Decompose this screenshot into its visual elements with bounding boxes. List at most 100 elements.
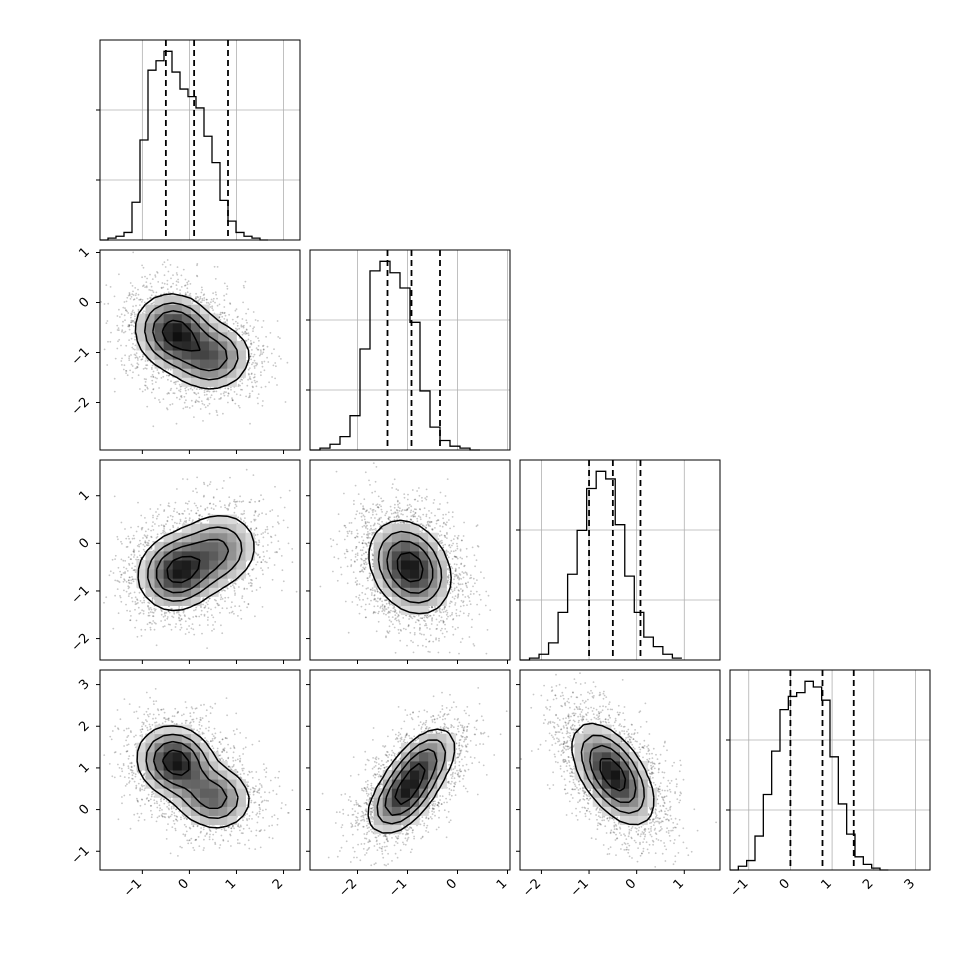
scatter-dot bbox=[247, 368, 250, 371]
scatter-dot bbox=[221, 315, 224, 318]
scatter-dot bbox=[196, 275, 199, 278]
scatter-dot bbox=[261, 353, 264, 355]
scatter-dot bbox=[203, 481, 205, 484]
scatter-dot bbox=[173, 611, 175, 613]
scatter-dot bbox=[134, 596, 137, 599]
density-cell bbox=[200, 359, 210, 369]
scatter-dot bbox=[249, 422, 251, 425]
scatter-dot bbox=[241, 331, 244, 333]
scatter-dot bbox=[166, 259, 169, 261]
scatter-dot bbox=[183, 401, 186, 404]
scatter-dot bbox=[210, 608, 212, 611]
scatter-dot bbox=[134, 626, 137, 629]
scatter-dot bbox=[274, 377, 276, 380]
scatter-dot bbox=[135, 602, 138, 605]
scatter-dot bbox=[258, 541, 261, 543]
scatter-dot bbox=[203, 615, 206, 617]
scatter-dot bbox=[163, 282, 166, 285]
scatter-dot bbox=[144, 381, 147, 383]
scatter-dot bbox=[210, 394, 213, 397]
scatter-dot bbox=[112, 627, 115, 630]
scatter-dot bbox=[246, 587, 248, 590]
scatter-dot bbox=[130, 296, 133, 298]
scatter-dot bbox=[130, 582, 133, 585]
scatter-dot bbox=[261, 365, 264, 368]
scatter-dot bbox=[231, 601, 233, 604]
scatter-dot bbox=[179, 388, 182, 391]
density-cell bbox=[200, 313, 210, 324]
scatter-dot bbox=[233, 586, 235, 588]
scatter-dot bbox=[144, 275, 146, 278]
scatter-dot bbox=[133, 298, 136, 300]
scatter-dot bbox=[166, 279, 169, 282]
scatter-dot bbox=[241, 318, 244, 320]
scatter-dot bbox=[140, 635, 143, 637]
scatter-dot bbox=[255, 527, 258, 529]
scatter-dot bbox=[280, 358, 282, 360]
scatter-dot bbox=[203, 403, 206, 406]
scatter-dot bbox=[117, 566, 120, 569]
scatter-dot bbox=[166, 374, 168, 377]
scatter-dot bbox=[172, 291, 175, 294]
scatter-dot bbox=[200, 522, 203, 524]
scatter-dot bbox=[123, 589, 125, 592]
scatter-dot bbox=[213, 628, 215, 630]
scatter-dot bbox=[214, 291, 217, 294]
scatter-dot bbox=[153, 301, 155, 304]
scatter-dot bbox=[287, 542, 290, 545]
scatter-dot bbox=[130, 337, 133, 340]
scatter-dot bbox=[252, 341, 255, 344]
scatter-dot bbox=[132, 343, 134, 345]
scatter-dot bbox=[140, 358, 143, 361]
scatter-dot bbox=[260, 386, 263, 389]
scatter-dot bbox=[158, 513, 160, 516]
scatter-dot bbox=[166, 617, 169, 620]
scatter-dot bbox=[262, 545, 264, 548]
scatter-dot bbox=[176, 273, 179, 276]
scatter-dot bbox=[186, 502, 189, 505]
scatter-dot bbox=[214, 505, 217, 507]
scatter-dot bbox=[162, 371, 165, 374]
scatter-dot bbox=[169, 528, 172, 531]
scatter-dot bbox=[206, 298, 208, 301]
scatter-dot bbox=[116, 579, 119, 582]
scatter-dot bbox=[265, 561, 268, 564]
scatter-dot bbox=[221, 598, 224, 600]
scatter-dot bbox=[200, 609, 203, 612]
scatter-dot bbox=[269, 332, 272, 334]
scatter-dot bbox=[131, 562, 134, 565]
scatter-dot bbox=[258, 339, 260, 342]
scatter-dot bbox=[244, 280, 247, 283]
scatter-dot bbox=[176, 488, 178, 490]
scatter-dot bbox=[225, 391, 227, 393]
scatter-dot bbox=[232, 322, 235, 325]
scatter-dot bbox=[109, 570, 112, 573]
scatter-dot bbox=[142, 284, 145, 287]
scatter-dot bbox=[166, 392, 169, 395]
scatter-dot bbox=[189, 387, 192, 390]
scatter-dot bbox=[245, 468, 248, 471]
scatter-dot bbox=[135, 530, 138, 533]
scatter-dot bbox=[233, 391, 236, 393]
scatter-dot bbox=[260, 374, 262, 377]
scatter-dot bbox=[143, 601, 146, 604]
scatter-dot bbox=[108, 574, 111, 577]
scatter-dot bbox=[175, 623, 178, 625]
scatter-dot bbox=[218, 604, 221, 606]
scatter-dot bbox=[126, 296, 129, 299]
scatter-dot bbox=[154, 523, 156, 525]
scatter-dot bbox=[169, 623, 172, 626]
scatter-dot bbox=[144, 628, 147, 631]
scatter-dot bbox=[223, 391, 226, 393]
scatter-dot bbox=[215, 390, 218, 393]
scatter-dot bbox=[188, 500, 190, 503]
scatter-dot bbox=[133, 321, 136, 324]
scatter-dot bbox=[271, 509, 274, 511]
scatter-dot bbox=[149, 621, 152, 624]
scatter-dot bbox=[116, 535, 119, 538]
scatter-dot bbox=[152, 540, 155, 543]
scatter-dot bbox=[128, 593, 131, 595]
scatter-dot bbox=[125, 369, 127, 372]
scatter-dot bbox=[114, 554, 117, 557]
scatter-dot bbox=[147, 612, 150, 614]
